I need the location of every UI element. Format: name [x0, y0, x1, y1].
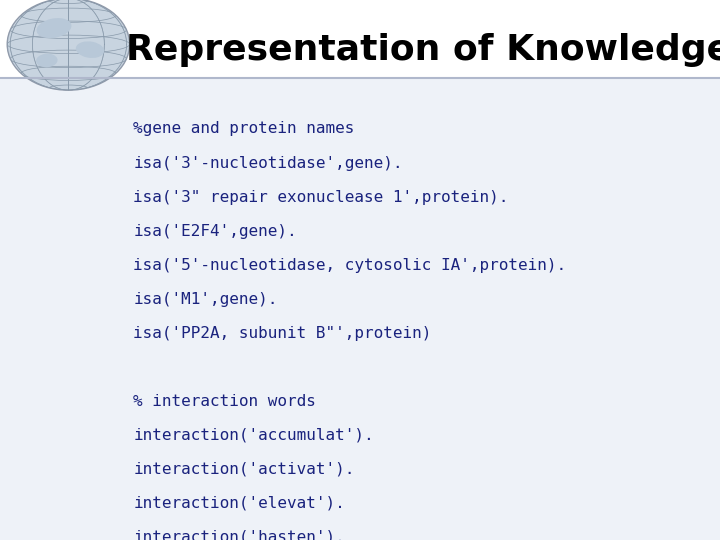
- Text: Representation of Knowledge Bases: Representation of Knowledge Bases: [126, 33, 720, 66]
- Text: isa('5'-nucleotidase, cytosolic IA',protein).: isa('5'-nucleotidase, cytosolic IA',prot…: [133, 258, 567, 273]
- Text: isa('PP2A, subunit B"',protein): isa('PP2A, subunit B"',protein): [133, 326, 431, 341]
- Text: isa('3'-nucleotidase',gene).: isa('3'-nucleotidase',gene).: [133, 156, 402, 171]
- FancyBboxPatch shape: [0, 0, 720, 78]
- Ellipse shape: [76, 42, 104, 58]
- Text: interaction('accumulat').: interaction('accumulat').: [133, 428, 374, 443]
- Text: interaction('hasten').: interaction('hasten').: [133, 530, 345, 540]
- Text: isa('M1',gene).: isa('M1',gene).: [133, 292, 278, 307]
- Circle shape: [7, 0, 130, 90]
- Text: interaction('activat').: interaction('activat').: [133, 462, 354, 477]
- Text: isa('E2F4',gene).: isa('E2F4',gene).: [133, 224, 297, 239]
- Ellipse shape: [37, 18, 71, 38]
- Text: interaction('elevat').: interaction('elevat').: [133, 496, 345, 511]
- Text: % interaction words: % interaction words: [133, 394, 316, 409]
- Text: %gene and protein names: %gene and protein names: [133, 122, 354, 137]
- Text: isa('3" repair exonuclease 1',protein).: isa('3" repair exonuclease 1',protein).: [133, 190, 508, 205]
- Ellipse shape: [36, 53, 58, 68]
